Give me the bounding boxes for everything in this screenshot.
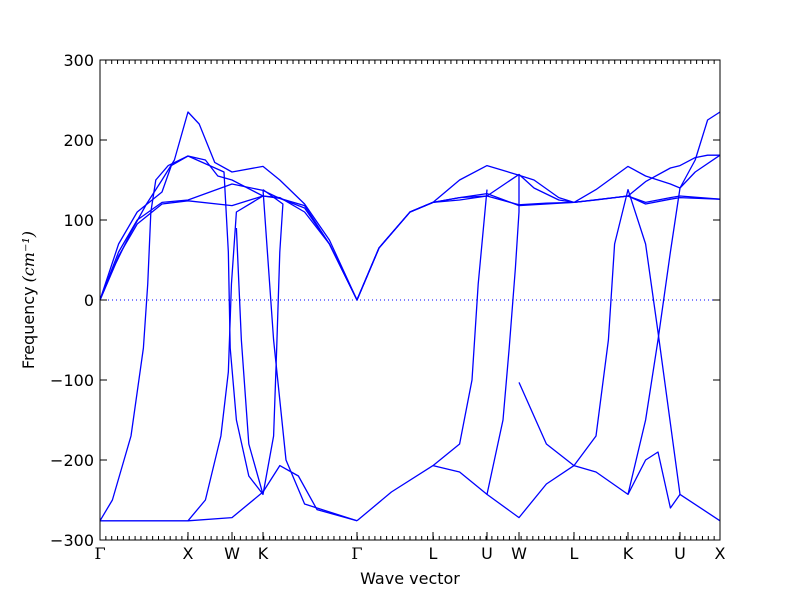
phonon-branch-11	[356, 175, 520, 522]
series-layer	[99, 111, 721, 522]
phonon-branch-5	[99, 155, 189, 522]
y-tick-label: 100	[63, 211, 94, 230]
phonon-branch-2	[99, 154, 720, 301]
y-tick-label: −300	[50, 531, 94, 550]
x-tick-label: Γ	[351, 544, 362, 563]
x-tick-label: X	[715, 544, 726, 563]
x-tick-label: Γ	[94, 544, 105, 563]
phonon-branch-8	[187, 155, 284, 496]
x-tick-label: L	[429, 544, 438, 563]
y-tick-label: −100	[50, 371, 94, 390]
x-tick-label: X	[182, 544, 193, 563]
tick-layer	[99, 59, 721, 541]
x-axis-label: Wave vector	[360, 569, 460, 588]
phonon-branch-9	[235, 227, 264, 495]
phonon-branch-1	[99, 111, 721, 301]
x-tick-label: K	[623, 544, 634, 563]
phonon-branch-10	[262, 189, 358, 522]
phonon-branch-4	[99, 195, 721, 301]
y-axis-label-text: Frequency	[19, 286, 38, 369]
phonon-branch-15	[627, 154, 721, 495]
y-tick-label: 200	[63, 131, 94, 150]
x-tick-label: W	[511, 544, 527, 563]
y-tick-label: 300	[63, 51, 94, 70]
x-tick-label: K	[258, 544, 269, 563]
x-tick-label: W	[224, 544, 240, 563]
y-axis-label-unit: (cm⁻¹)	[19, 231, 38, 282]
phonon-branch-6	[100, 195, 264, 522]
y-tick-label: −200	[50, 451, 94, 470]
y-axis-label: Frequency (cm⁻¹)	[19, 231, 38, 369]
phonon-branch-7	[187, 464, 358, 522]
y-tick-label: 0	[84, 291, 94, 310]
x-tick-label: U	[481, 544, 493, 563]
x-tick-label: L	[570, 544, 579, 563]
phonon-branch-13	[486, 451, 721, 522]
phonon-branch-12	[432, 189, 488, 467]
phonon-branch-14	[518, 188, 681, 495]
x-tick-label: U	[674, 544, 686, 563]
